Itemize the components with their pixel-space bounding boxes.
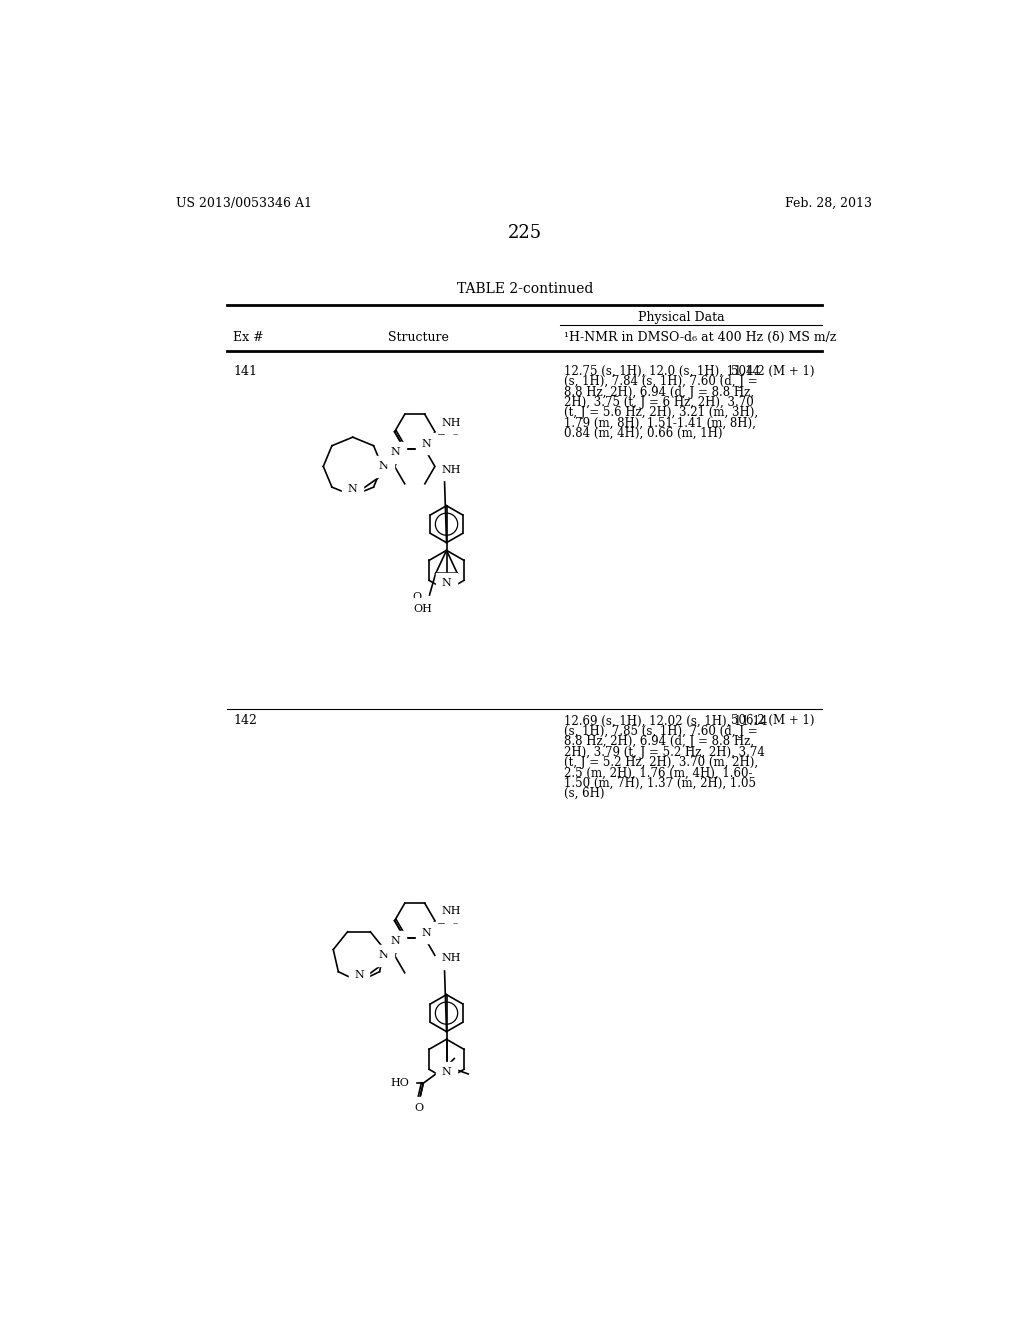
Text: N: N [390, 936, 400, 946]
Text: (s, 1H), 7.85 (s, 1H), 7.60 (d, J =: (s, 1H), 7.85 (s, 1H), 7.60 (d, J = [564, 725, 758, 738]
Text: O: O [451, 426, 460, 437]
Text: 506.2 (M + 1): 506.2 (M + 1) [731, 714, 814, 727]
Text: N: N [422, 928, 431, 937]
Text: NH: NH [441, 907, 461, 916]
Text: N: N [354, 970, 364, 979]
Text: (s, 1H), 7.84 (s, 1H), 7.60 (d, J =: (s, 1H), 7.84 (s, 1H), 7.60 (d, J = [564, 375, 758, 388]
Text: O: O [415, 1102, 424, 1113]
Text: 0.84 (m, 4H), 0.66 (m, 1H): 0.84 (m, 4H), 0.66 (m, 1H) [564, 428, 723, 440]
Text: TABLE 2-continued: TABLE 2-continued [457, 281, 593, 296]
Text: 2H), 3.79 (t, J = 5.2 Hz, 2H), 3.74: 2H), 3.79 (t, J = 5.2 Hz, 2H), 3.74 [564, 746, 765, 759]
Text: (t, J = 5.6 Hz, 2H), 3.21 (m, 3H),: (t, J = 5.6 Hz, 2H), 3.21 (m, 3H), [564, 407, 759, 420]
Text: 1.50 (m, 7H), 1.37 (m, 2H), 1.05: 1.50 (m, 7H), 1.37 (m, 2H), 1.05 [564, 776, 757, 789]
Text: Physical Data: Physical Data [638, 312, 725, 323]
Text: 225: 225 [508, 224, 542, 242]
Text: Ex #: Ex # [233, 331, 264, 345]
Text: 141: 141 [233, 364, 257, 378]
Text: O: O [413, 591, 422, 602]
Text: Structure: Structure [388, 331, 449, 345]
Text: NH: NH [441, 465, 461, 474]
Text: N: N [379, 462, 388, 471]
Text: N: N [390, 447, 400, 457]
Text: 504.2 (M + 1): 504.2 (M + 1) [731, 364, 814, 378]
Text: N: N [348, 483, 357, 494]
Text: 8.8 Hz, 2H), 6.94 (d, J = 8.8 Hz,: 8.8 Hz, 2H), 6.94 (d, J = 8.8 Hz, [564, 385, 755, 399]
Text: 12.69 (s, 1H), 12.02 (s, 1H), 11.14: 12.69 (s, 1H), 12.02 (s, 1H), 11.14 [564, 714, 768, 727]
Text: 142: 142 [233, 714, 257, 727]
Text: NH: NH [441, 417, 461, 428]
Text: (s, 6H): (s, 6H) [564, 787, 605, 800]
Text: HO: HO [390, 1078, 410, 1088]
Text: 2H), 3.75 (t, J = 6 Hz, 2H), 3.70: 2H), 3.75 (t, J = 6 Hz, 2H), 3.70 [564, 396, 754, 409]
Text: O: O [451, 916, 460, 925]
Text: N: N [441, 578, 452, 589]
Text: OH: OH [414, 603, 433, 614]
Text: 1.79 (m, 8H), 1.51-1.41 (m, 8H),: 1.79 (m, 8H), 1.51-1.41 (m, 8H), [564, 417, 756, 430]
Text: NH: NH [441, 953, 461, 964]
Text: 12.75 (s, 1H), 12.0 (s, 1H), 11.14: 12.75 (s, 1H), 12.0 (s, 1H), 11.14 [564, 364, 761, 378]
Text: N: N [379, 950, 388, 961]
Text: N: N [422, 438, 431, 449]
Text: 2.5 (m, 2H), 1.76 (m, 4H), 1.60-: 2.5 (m, 2H), 1.76 (m, 4H), 1.60- [564, 767, 753, 779]
Text: Feb. 28, 2013: Feb. 28, 2013 [785, 197, 872, 210]
Text: 8.8 Hz, 2H), 6.94 (d, J = 8.8 Hz,: 8.8 Hz, 2H), 6.94 (d, J = 8.8 Hz, [564, 735, 755, 748]
Text: US 2013/0053346 A1: US 2013/0053346 A1 [176, 197, 312, 210]
Text: (t, J = 5.2 Hz, 2H), 3.70 (m, 2H),: (t, J = 5.2 Hz, 2H), 3.70 (m, 2H), [564, 756, 759, 770]
Text: N: N [441, 1068, 452, 1077]
Text: ¹H-NMR in DMSO-d₆ at 400 Hz (δ) MS m/z: ¹H-NMR in DMSO-d₆ at 400 Hz (δ) MS m/z [564, 331, 837, 345]
